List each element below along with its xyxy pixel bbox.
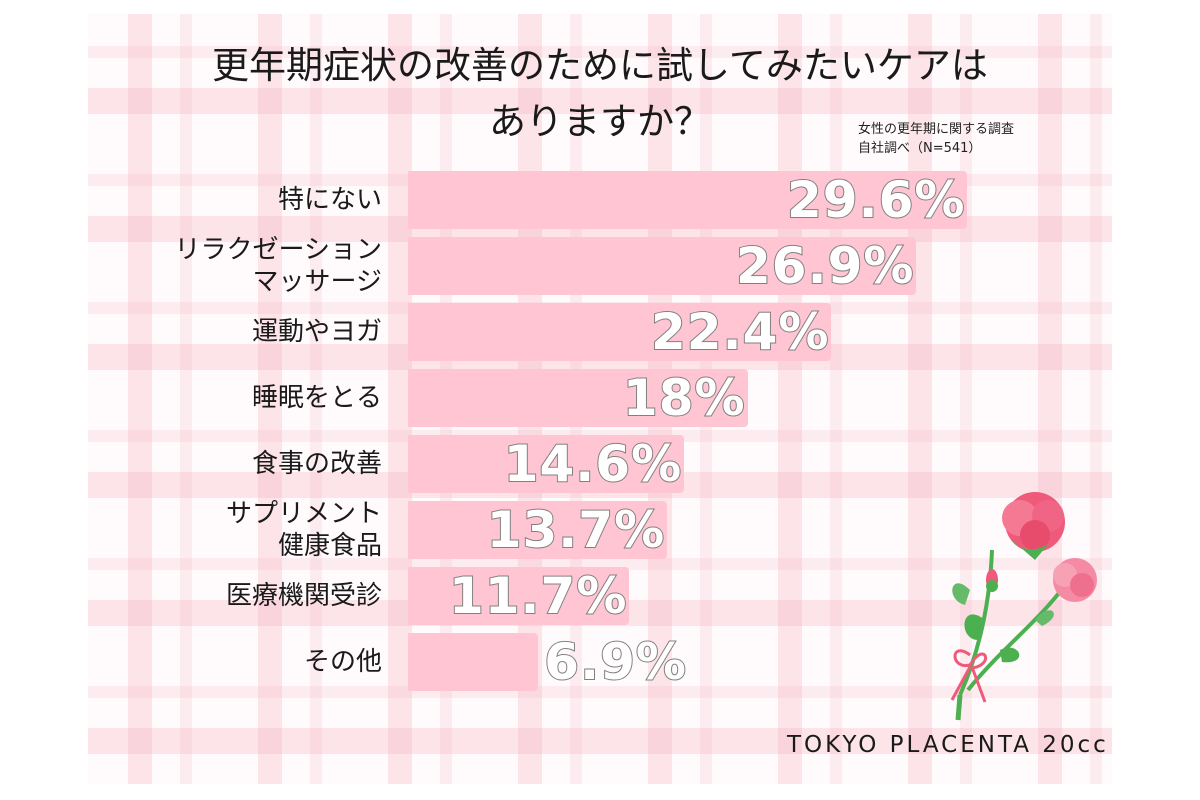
category-label: サプリメント 健康食品: [226, 498, 382, 563]
category-label: その他: [304, 646, 382, 679]
category-label-line: 特にない: [277, 184, 382, 215]
bar: [408, 567, 629, 625]
bar: [408, 435, 684, 493]
bar: [408, 369, 748, 427]
category-label-line: 食事の改善: [251, 448, 382, 479]
value-label: 13.7%: [486, 500, 666, 560]
category-label: 特にない: [278, 184, 382, 217]
bar: [408, 633, 539, 691]
value-label: 11.7%: [448, 566, 628, 626]
bar: [408, 171, 967, 229]
category-label-line: その他: [303, 646, 382, 677]
category-label: リラクゼーション マッサージ: [175, 234, 382, 299]
category-label: 医療機関受診: [226, 580, 382, 613]
category-label-line: 健康食品: [277, 531, 382, 561]
category-label-line: リラクゼーション: [174, 234, 382, 265]
chart-title-line-1: 更年期症状の改善のために試してみたいケアは: [212, 44, 988, 87]
category-label-line: 睡眠をとる: [251, 382, 382, 413]
category-label-line: サプリメント: [225, 498, 382, 529]
category-label-line: マッサージ: [252, 267, 382, 297]
survey-source: 自社調べ（N=541）: [858, 141, 982, 156]
bar: [408, 237, 916, 295]
survey-note: 女性の更年期に関する調査: [858, 122, 1015, 137]
category-label: 食事の改善: [252, 448, 382, 481]
chart-title-line-2: ありますか？: [489, 100, 711, 143]
category-label: 運動やヨガ: [252, 316, 382, 349]
carnation-bouquet-icon: [950, 492, 1097, 721]
category-label-line: 医療機関受診: [225, 580, 382, 611]
value-label: 18%: [622, 368, 746, 428]
bar: [408, 303, 832, 361]
bar: [408, 501, 667, 559]
value-label: 22.4%: [650, 302, 830, 362]
value-label: 14.6%: [503, 434, 683, 494]
category-label: 睡眠をとる: [252, 382, 382, 415]
category-label-line: 運動やヨガ: [251, 316, 382, 347]
value-label: 26.9%: [735, 236, 915, 296]
value-label: 29.6%: [786, 170, 966, 230]
brand-logo-text: TOKYO PLACENTA 20cc: [787, 732, 1109, 758]
value-label: 6.9%: [543, 632, 687, 692]
